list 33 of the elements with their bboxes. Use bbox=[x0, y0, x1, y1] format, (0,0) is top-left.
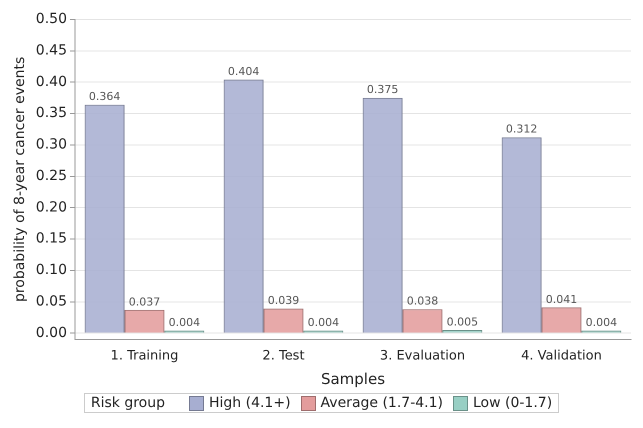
data-label: 0.004 bbox=[168, 316, 200, 329]
y-tick-label: 0.30 bbox=[36, 136, 67, 153]
y-tick-label: 0.10 bbox=[36, 262, 67, 278]
y-tick-label: 0.00 bbox=[36, 324, 67, 341]
data-label: 0.004 bbox=[308, 316, 340, 329]
y-tick-label: 0.25 bbox=[36, 168, 67, 184]
data-label: 0.005 bbox=[446, 315, 478, 328]
data-label: 0.375 bbox=[366, 83, 398, 96]
y-tick-label: 0.05 bbox=[36, 293, 67, 310]
data-label: 0.037 bbox=[128, 295, 160, 308]
data-label: 0.039 bbox=[268, 294, 300, 308]
x-axis-title: Samples bbox=[320, 370, 386, 388]
legend-label: Average (1.7-4.1) bbox=[320, 395, 443, 411]
y-tick-label: 0.40 bbox=[36, 74, 67, 90]
x-tick-label: 4. Validation bbox=[521, 348, 602, 364]
data-label: 0.404 bbox=[228, 64, 260, 78]
data-label: 0.364 bbox=[88, 90, 120, 104]
legend-label: Low (0-1.7) bbox=[472, 395, 552, 411]
y-tick-label: 0.20 bbox=[36, 199, 67, 216]
x-tick-label: 3. Evaluation bbox=[380, 348, 466, 364]
y-tick-label: 0.35 bbox=[36, 105, 67, 122]
data-label: 0.004 bbox=[586, 316, 618, 329]
y-tick-label: 0.50 bbox=[36, 11, 67, 28]
legend-title: Risk group bbox=[90, 395, 165, 411]
legend-label: High (4.1+) bbox=[208, 395, 291, 411]
y-tick-label: 0.45 bbox=[36, 42, 67, 58]
data-label: 0.312 bbox=[506, 122, 538, 136]
y-tick-label: 0.15 bbox=[36, 230, 67, 247]
data-label: 0.038 bbox=[406, 294, 438, 308]
y-axis-title: probability of 8-year cancer events bbox=[12, 56, 28, 302]
data-label: 0.041 bbox=[546, 292, 578, 306]
x-tick-label: 2. Test bbox=[262, 348, 305, 364]
x-tick-label: 1. Training bbox=[110, 348, 178, 364]
